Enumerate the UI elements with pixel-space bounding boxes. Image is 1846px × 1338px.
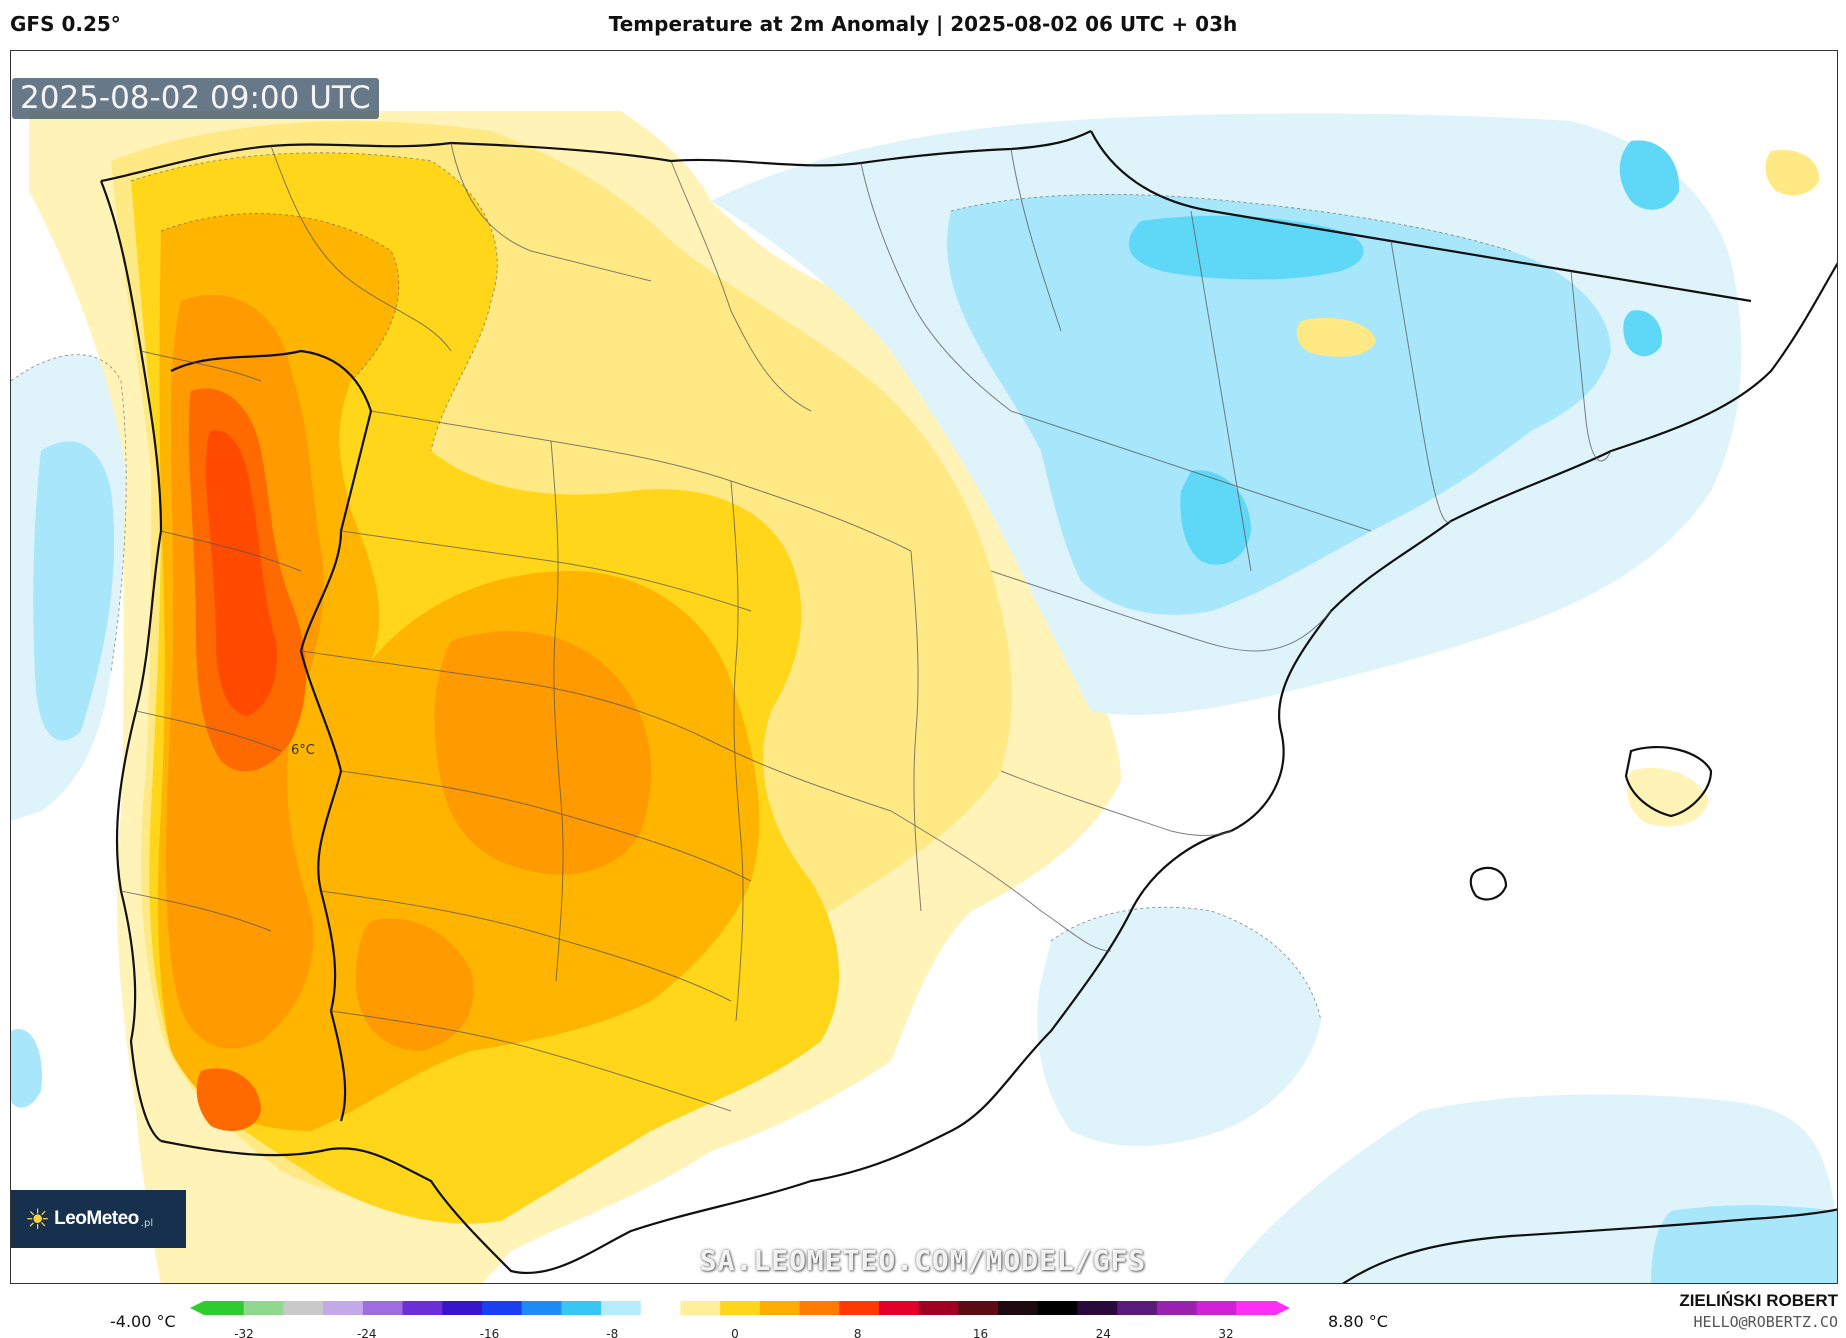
color-scale-tick-label: 0 — [731, 1327, 739, 1338]
colorbar-cell — [839, 1301, 880, 1315]
isotherm-label: 6°C — [291, 743, 315, 758]
sun-icon: ☀ — [25, 1202, 51, 1236]
colorbar-cell — [283, 1301, 324, 1315]
anomaly-map — [11, 51, 1837, 1283]
colorbar-cell — [204, 1301, 245, 1315]
author-email: HELLO@ROBERTZ.CO — [1693, 1313, 1839, 1331]
legend-max-label: 8.80 °C — [1328, 1312, 1388, 1331]
cold-strong-ne — [1619, 140, 1680, 210]
colorbar-cell — [521, 1301, 562, 1315]
warm-patch-balearics — [1626, 767, 1709, 827]
color-scale-bar — [190, 1301, 1290, 1315]
colorbar-cell — [1196, 1301, 1237, 1315]
logo-tld: .pl — [140, 1217, 154, 1229]
colorbar-cell — [1037, 1301, 1078, 1315]
leometeo-logo[interactable]: ☀ LeoMeteo .pl — [11, 1190, 186, 1248]
model-name: GFS 0.25° — [10, 12, 121, 36]
colorbar-cell — [561, 1301, 602, 1315]
south-coast — [160, 829, 1232, 1274]
east-coast — [1230, 262, 1837, 832]
warm-island-ne — [1765, 150, 1820, 196]
colorbar-cell — [323, 1301, 364, 1315]
author-name: ZIELIŃSKI ROBERT — [1679, 1291, 1838, 1310]
colorbar-cell — [878, 1301, 920, 1315]
color-scale-tick-label: -32 — [234, 1327, 254, 1338]
logo-brand: LeoMeteo — [54, 1208, 139, 1229]
colorbar-cell — [362, 1301, 404, 1315]
colorbar-cell — [481, 1301, 523, 1315]
province-borders — [120, 142, 1612, 1112]
color-scale-tick-label: 8 — [853, 1327, 862, 1338]
atlantic-cold-patch-south — [11, 1029, 42, 1108]
colorbar-cell — [1117, 1301, 1158, 1315]
color-scale-tick-label: 16 — [972, 1327, 989, 1338]
atlantic-cold-patch — [33, 441, 115, 741]
north-coast — [100, 130, 1092, 183]
legend-min-label: -4.00 °C — [110, 1312, 176, 1331]
africa-coast — [1342, 1208, 1837, 1283]
colorbar-cell — [998, 1301, 1039, 1315]
colorbar-cell — [680, 1301, 721, 1315]
valid-time-badge: 2025-08-02 09:00 UTC — [12, 78, 379, 119]
colorbar-cell — [1236, 1301, 1277, 1315]
ibiza — [1469, 866, 1508, 901]
hotter-zone-south — [356, 918, 474, 1051]
mallorca — [1624, 746, 1713, 818]
colorbar-cell — [799, 1301, 840, 1315]
colorbar-right-arrow — [1276, 1301, 1290, 1315]
cool-zone-southeast — [1037, 907, 1321, 1146]
coastline-borders — [99, 130, 1837, 1283]
map-frame: 6°C — [10, 50, 1838, 1284]
cold-zone-africa — [1651, 1205, 1837, 1283]
west-coast — [99, 180, 163, 1142]
colorbar-cell — [402, 1301, 443, 1315]
model-url-watermark: SA.LEOMETEO.COM/MODEL/GFS — [699, 1244, 1147, 1277]
colorbar-cell — [640, 1301, 681, 1315]
anomaly-contours — [11, 152, 1512, 1022]
colorbar-cell — [442, 1301, 483, 1315]
cold-strong-pyrenees — [1128, 215, 1364, 280]
color-scale-tick-label: -16 — [479, 1327, 500, 1338]
cold-strong-ebro — [1180, 470, 1251, 565]
cold-zone-pyrenees — [947, 194, 1611, 615]
hotter-zone-central — [434, 631, 651, 875]
warm-island-ebro — [1296, 317, 1376, 357]
colorbar-cell — [1156, 1301, 1198, 1315]
colorbar-cell — [720, 1301, 761, 1315]
color-scale-tick-label: -24 — [356, 1327, 377, 1338]
colorbar-cell — [601, 1301, 642, 1315]
colorbar-left-arrow — [190, 1301, 204, 1315]
author-block: ZIELIŃSKI ROBERT HELLO@ROBERTZ.CO — [1679, 1291, 1838, 1331]
color-scale-tick-label: 32 — [1218, 1327, 1234, 1338]
colorbar-cell — [1077, 1301, 1118, 1315]
color-scale-tick-label: 24 — [1095, 1327, 1111, 1338]
colorbar-cell — [918, 1301, 959, 1315]
colorbar-cell — [759, 1301, 801, 1315]
chart-title: Temperature at 2m Anomaly | 2025-08-02 0… — [608, 12, 1238, 36]
colorbar-cell — [243, 1301, 284, 1315]
hottest-zone-south — [196, 1068, 261, 1131]
color-scale-cells — [204, 1301, 1277, 1315]
cold-strong-catalonia — [1623, 310, 1662, 357]
color-scale-tick-label: -8 — [606, 1327, 619, 1338]
colorbar-cell — [958, 1301, 999, 1315]
extreme-zone — [206, 430, 277, 716]
